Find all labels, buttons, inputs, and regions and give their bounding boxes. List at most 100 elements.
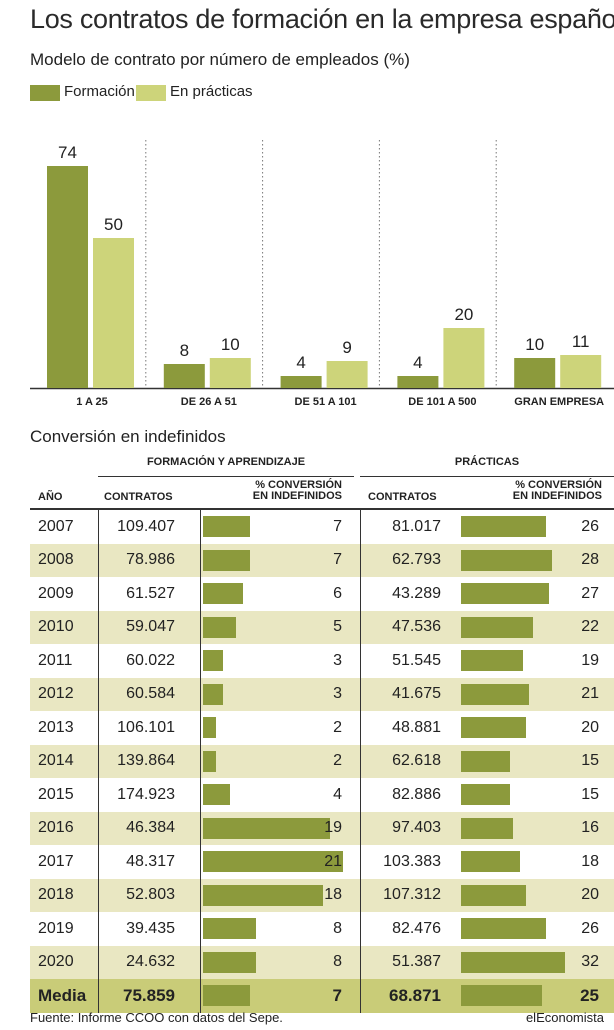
category-label: 1 A 25 bbox=[76, 396, 108, 408]
column-separator bbox=[360, 945, 361, 979]
source-note: Fuente: Informe CCOO con datos del Sepe. bbox=[30, 1010, 283, 1025]
table-row: 2016 46.384 19 97.403 16 bbox=[30, 811, 614, 845]
bar-formacion-conversion bbox=[203, 717, 217, 738]
column-separator bbox=[98, 644, 99, 678]
column-separator bbox=[200, 644, 201, 678]
table-row: 2014 139.864 2 62.618 15 bbox=[30, 744, 614, 778]
table-row: 2015 174.923 4 82.886 15 bbox=[30, 778, 614, 812]
cell-formacion-pct: 21 bbox=[324, 852, 342, 870]
cell-year: 2015 bbox=[38, 785, 74, 803]
cell-practicas-contratos: 68.871 bbox=[389, 985, 441, 1005]
column-separator bbox=[98, 945, 99, 979]
column-separator bbox=[98, 778, 99, 812]
column-separator bbox=[98, 811, 99, 845]
bar-practicas-conversion bbox=[461, 683, 530, 705]
cell-formacion-contratos: 106.101 bbox=[117, 718, 175, 736]
cell-year: 2018 bbox=[38, 886, 74, 904]
data-label: 9 bbox=[342, 338, 351, 357]
cell-formacion-pct: 7 bbox=[333, 551, 342, 569]
column-separator bbox=[200, 610, 201, 644]
cell-year: 2016 bbox=[38, 819, 74, 837]
cell-practicas-contratos: 97.403 bbox=[392, 819, 441, 837]
cell-formacion-pct: 18 bbox=[324, 886, 342, 904]
bar-formacion-conversion bbox=[203, 851, 343, 872]
bar-practicas-conversion bbox=[461, 717, 526, 738]
cell-practicas-contratos: 82.886 bbox=[392, 785, 441, 803]
table-row: 2009 61.527 6 43.289 27 bbox=[30, 577, 614, 611]
column-separator bbox=[200, 979, 201, 1013]
bar-practicas-conversion bbox=[461, 985, 543, 1006]
column-separator bbox=[98, 845, 99, 879]
bar-practicas-conversion bbox=[461, 549, 552, 571]
chart-title: Los contratos de formación en la empresa… bbox=[30, 4, 614, 34]
table-top-rule bbox=[30, 508, 614, 510]
table-row: 2010 59.047 5 47.536 22 bbox=[30, 610, 614, 644]
group-underline-practicas bbox=[360, 476, 614, 477]
cell-formacion-contratos: 174.923 bbox=[117, 785, 175, 803]
cell-practicas-pct: 15 bbox=[581, 752, 599, 770]
cell-practicas-pct: 25 bbox=[580, 985, 599, 1005]
cell-practicas-contratos: 51.545 bbox=[392, 651, 441, 669]
legend-swatch-formacion bbox=[30, 85, 60, 101]
cell-practicas-pct: 22 bbox=[581, 618, 599, 636]
bar-formacion-conversion bbox=[203, 951, 257, 973]
cell-year: 2014 bbox=[38, 752, 74, 770]
bar-practicas-conversion bbox=[461, 817, 513, 839]
cell-practicas-contratos: 62.793 bbox=[392, 551, 441, 569]
bar-formacion-conversion bbox=[203, 918, 257, 939]
column-separator bbox=[360, 811, 361, 845]
column-separator bbox=[360, 510, 361, 544]
cell-formacion-contratos: 139.864 bbox=[117, 752, 175, 770]
cell-formacion-contratos: 24.632 bbox=[126, 953, 175, 971]
column-separator bbox=[200, 811, 201, 845]
data-label: 11 bbox=[572, 332, 590, 351]
table-row: 2011 60.022 3 51.545 19 bbox=[30, 644, 614, 678]
cell-formacion-pct: 4 bbox=[333, 785, 342, 803]
column-separator bbox=[360, 677, 361, 711]
table-row-media: Media 75.859 7 68.871 25 bbox=[30, 979, 614, 1013]
table-row: 2012 60.584 3 41.675 21 bbox=[30, 677, 614, 711]
data-label: 4 bbox=[413, 353, 422, 372]
cell-year: 2017 bbox=[38, 852, 74, 870]
col-header-f-pct-line2: EN INDEFINIDOS bbox=[252, 490, 342, 502]
cell-practicas-pct: 28 bbox=[581, 551, 599, 569]
cell-formacion-pct: 19 bbox=[324, 819, 342, 837]
cell-year: 2007 bbox=[38, 517, 74, 535]
table-row: 2008 78.986 7 62.793 28 bbox=[30, 543, 614, 577]
column-separator bbox=[360, 845, 361, 879]
cell-year: 2010 bbox=[38, 618, 74, 636]
data-label: 4 bbox=[296, 353, 305, 372]
cell-formacion-contratos: 52.803 bbox=[126, 886, 175, 904]
brand-logo: elEconomista bbox=[525, 1010, 604, 1025]
cell-year: 2019 bbox=[38, 919, 74, 937]
cell-practicas-contratos: 47.536 bbox=[392, 618, 441, 636]
column-separator bbox=[200, 677, 201, 711]
bar-formacion-conversion bbox=[203, 683, 223, 705]
cell-formacion-pct: 8 bbox=[333, 919, 342, 937]
bar-practicas-conversion bbox=[461, 750, 510, 772]
cell-practicas-pct: 21 bbox=[581, 685, 599, 703]
cell-formacion-pct: 6 bbox=[333, 584, 342, 602]
column-separator bbox=[360, 744, 361, 778]
column-separator bbox=[98, 744, 99, 778]
data-label: 50 bbox=[104, 215, 123, 234]
bar-practicas bbox=[560, 355, 602, 388]
cell-year: 2013 bbox=[38, 718, 74, 736]
cell-formacion-contratos: 109.407 bbox=[117, 517, 175, 535]
bar-formacion-conversion bbox=[203, 650, 223, 671]
chart-subtitle: Modelo de contrato por número de emplead… bbox=[30, 50, 410, 69]
column-separator bbox=[98, 912, 99, 946]
col-header-f-pct: % CONVERSIÓN EN INDEFINIDOS bbox=[200, 480, 342, 502]
category-label: DE 26 A 51 bbox=[181, 396, 237, 408]
cell-practicas-contratos: 81.017 bbox=[392, 517, 441, 535]
cell-formacion-contratos: 78.986 bbox=[126, 551, 175, 569]
cell-practicas-contratos: 103.383 bbox=[383, 852, 441, 870]
cell-practicas-contratos: 51.387 bbox=[392, 953, 441, 971]
bar-chart: 74 50 1 A 25 8 10 DE 26 A 51 4 9 DE 51 A 101 4 20 D… bbox=[30, 140, 614, 408]
group-header-practicas: PRÁCTICAS bbox=[454, 456, 520, 468]
column-separator bbox=[98, 577, 99, 611]
bar-formacion-conversion bbox=[203, 583, 243, 604]
column-separator bbox=[98, 543, 99, 577]
data-label: 10 bbox=[221, 335, 240, 354]
data-label: 8 bbox=[180, 341, 189, 360]
